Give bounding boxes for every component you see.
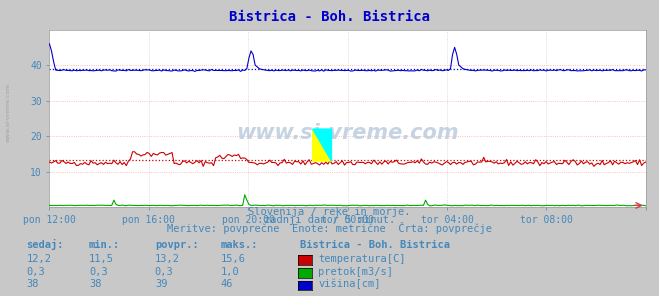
Text: 1,0: 1,0: [221, 267, 239, 277]
Text: www.si-vreme.com: www.si-vreme.com: [5, 83, 11, 142]
Text: sedaj:: sedaj:: [26, 239, 64, 250]
Text: Slovenija / reke in morje.: Slovenija / reke in morje.: [248, 207, 411, 217]
Text: 39: 39: [155, 279, 167, 289]
Text: Bistrica - Boh. Bistrica: Bistrica - Boh. Bistrica: [300, 240, 450, 250]
Text: min.:: min.:: [89, 240, 120, 250]
Polygon shape: [313, 129, 331, 161]
Text: Meritve: povprečne  Enote: metrične  Črta: povprečje: Meritve: povprečne Enote: metrične Črta:…: [167, 222, 492, 234]
Text: povpr.:: povpr.:: [155, 240, 198, 250]
Text: zadnji dan / 5 minut.: zadnji dan / 5 minut.: [264, 215, 395, 226]
Text: višina[cm]: višina[cm]: [318, 279, 381, 289]
Text: 13,2: 13,2: [155, 254, 180, 264]
Text: pretok[m3/s]: pretok[m3/s]: [318, 267, 393, 277]
Text: 46: 46: [221, 279, 233, 289]
Text: 11,5: 11,5: [89, 254, 114, 264]
Text: 12,2: 12,2: [26, 254, 51, 264]
Text: www.si-vreme.com: www.si-vreme.com: [237, 123, 459, 143]
Text: Bistrica - Boh. Bistrica: Bistrica - Boh. Bistrica: [229, 10, 430, 24]
Text: 38: 38: [89, 279, 101, 289]
Text: 15,6: 15,6: [221, 254, 246, 264]
Polygon shape: [313, 129, 331, 161]
Text: 0,3: 0,3: [26, 267, 45, 277]
Text: maks.:: maks.:: [221, 240, 258, 250]
Text: 0,3: 0,3: [155, 267, 173, 277]
Text: 0,3: 0,3: [89, 267, 107, 277]
Text: temperatura[C]: temperatura[C]: [318, 254, 406, 264]
Text: 38: 38: [26, 279, 39, 289]
